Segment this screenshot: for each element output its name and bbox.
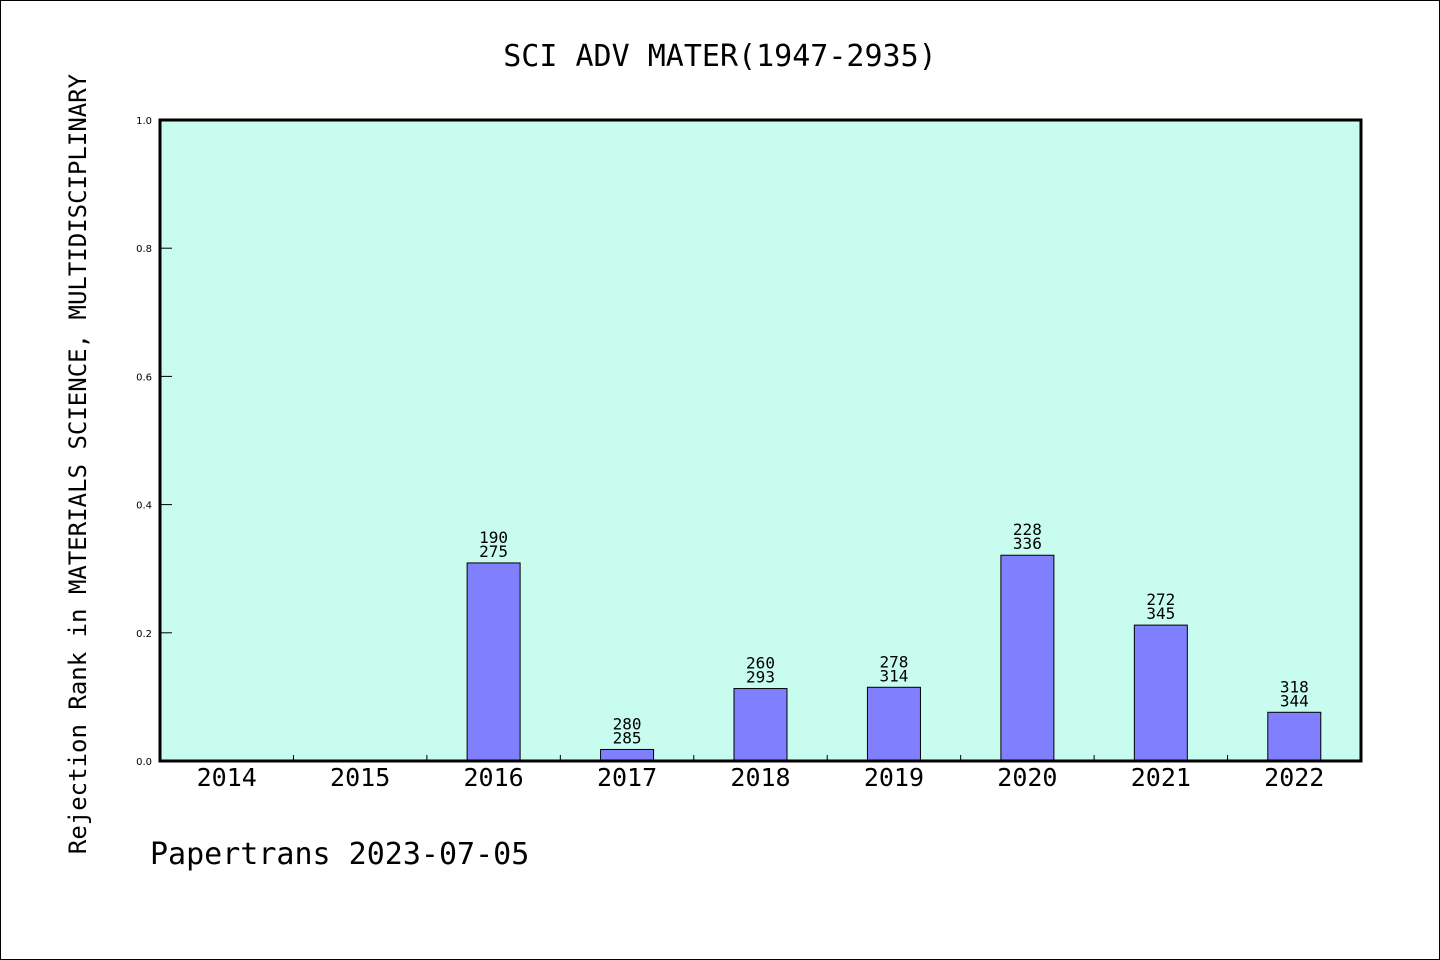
x-tick-label: 2017 [597,763,657,792]
y-tick-label: 1.0 [136,116,152,127]
bar-2019 [866,686,921,762]
y-tick-label: 0.4 [136,501,152,512]
bar-label-total: 293 [746,668,775,687]
bar-label-rank: 190 [479,528,508,547]
bar-label-total: 275 [479,542,508,561]
x-tick-label: 2021 [1131,763,1191,792]
bar-label-rank: 260 [746,654,775,673]
footer-text: Papertrans 2023-07-05 [150,837,529,872]
bar-label-rank: 318 [1280,677,1309,696]
bar-label-total: 336 [1013,534,1042,553]
x-tick-label: 2014 [197,763,257,792]
x-tick-label: 2019 [864,763,924,792]
bar-label-rank: 272 [1146,590,1175,609]
bar-2020 [1000,554,1055,762]
chart-title: SCI ADV MATER(1947-2935) [503,39,936,74]
y-tick-label: 0.6 [136,372,152,383]
bar-label-total: 314 [879,666,908,685]
bar-2022 [1267,711,1322,762]
bar-2021 [1133,624,1188,762]
y-tick-label: 0.2 [136,629,152,640]
y-tick-label: 0.0 [136,757,152,768]
x-tick-label: 2022 [1264,763,1324,792]
bar-2016 [466,562,521,762]
bar-label-total: 344 [1280,691,1309,710]
x-tick-label: 2015 [330,763,390,792]
x-tick-label: 2018 [730,763,790,792]
bar-2017 [600,748,655,762]
x-tick-label: 2016 [464,763,524,792]
x-tick-label: 2020 [997,763,1057,792]
bar-label-rank: 278 [879,652,908,671]
plot-border [158,118,1363,763]
y-tick-label: 0.8 [136,244,152,255]
bar-label-rank: 228 [1013,520,1042,539]
bar-2018 [733,688,788,762]
y-axis-label: Rejection Rank in MATERIALS SCIENCE, MUL… [64,73,92,854]
bar-label-rank: 280 [613,714,642,733]
bar-label-total: 285 [613,728,642,747]
bar-label-total: 345 [1146,604,1175,623]
